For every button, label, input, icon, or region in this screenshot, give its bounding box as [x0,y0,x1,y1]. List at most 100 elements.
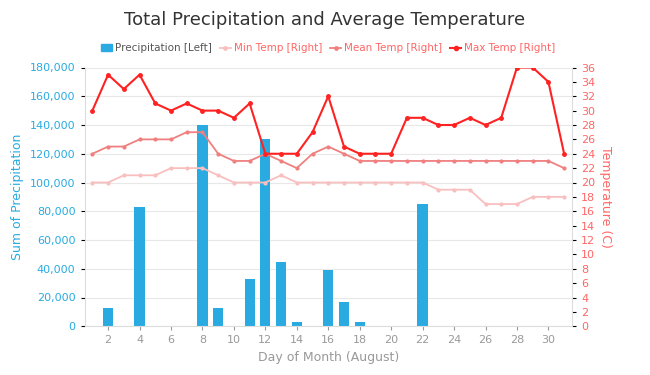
Min Temp [Right] [151,173,159,178]
Mean Temp [Right] [293,166,301,170]
Mean Temp [Right] [214,152,222,156]
Mean Temp [Right] [198,130,206,135]
Mean Temp [Right] [560,166,568,170]
Mean Temp [Right] [356,159,363,163]
Bar [244,279,255,326]
Bar [355,322,365,326]
Min Temp [Right] [183,166,190,170]
Mean Temp [Right] [104,144,112,149]
Max Temp [Right] [497,116,505,120]
Min Temp [Right] [261,180,269,185]
Max Temp [Right] [293,152,301,156]
Mean Temp [Right] [309,152,317,156]
Mean Temp [Right] [419,159,426,163]
Max Temp [Right] [183,101,190,106]
Max Temp [Right] [529,65,537,70]
Line: Max Temp [Right]: Max Temp [Right] [90,66,566,156]
Mean Temp [Right] [450,159,458,163]
Mean Temp [Right] [324,144,332,149]
Min Temp [Right] [387,180,395,185]
Bar [198,125,207,326]
Max Temp [Right] [277,152,285,156]
Min Temp [Right] [167,166,175,170]
Max Temp [Right] [214,108,222,113]
Max Temp [Right] [434,123,442,127]
Max Temp [Right] [560,152,568,156]
Mean Temp [Right] [482,159,489,163]
Mean Temp [Right] [466,159,474,163]
Max Temp [Right] [261,152,269,156]
Max Temp [Right] [403,116,411,120]
Min Temp [Right] [513,202,521,206]
Min Temp [Right] [246,180,254,185]
Bar [323,270,333,326]
Y-axis label: Sum of Precipitation: Sum of Precipitation [11,134,24,260]
X-axis label: Day of Month (August): Day of Month (August) [257,351,399,364]
Min Temp [Right] [372,180,380,185]
Mean Temp [Right] [403,159,411,163]
Mean Temp [Right] [230,159,238,163]
Max Temp [Right] [324,94,332,99]
Max Temp [Right] [167,108,175,113]
Min Temp [Right] [356,180,363,185]
Mean Temp [Right] [88,152,96,156]
Min Temp [Right] [277,173,285,178]
Min Temp [Right] [340,180,348,185]
Min Temp [Right] [403,180,411,185]
Mean Temp [Right] [387,159,395,163]
Mean Temp [Right] [513,159,521,163]
Bar [213,308,224,326]
Min Temp [Right] [434,188,442,192]
Max Temp [Right] [513,65,521,70]
Min Temp [Right] [482,202,489,206]
Min Temp [Right] [198,166,206,170]
Mean Temp [Right] [120,144,127,149]
Bar [103,308,113,326]
Min Temp [Right] [214,173,222,178]
Mean Temp [Right] [340,152,348,156]
Y-axis label: Temperature (C): Temperature (C) [599,146,612,248]
Min Temp [Right] [560,195,568,199]
Min Temp [Right] [545,195,552,199]
Line: Min Temp [Right]: Min Temp [Right] [91,167,566,206]
Max Temp [Right] [482,123,489,127]
Min Temp [Right] [450,188,458,192]
Bar [292,322,302,326]
Mean Temp [Right] [434,159,442,163]
Mean Temp [Right] [545,159,552,163]
Mean Temp [Right] [497,159,505,163]
Min Temp [Right] [419,180,426,185]
Min Temp [Right] [309,180,317,185]
Min Temp [Right] [88,180,96,185]
Bar [135,207,145,326]
Max Temp [Right] [340,144,348,149]
Max Temp [Right] [88,108,96,113]
Min Temp [Right] [136,173,144,178]
Min Temp [Right] [497,202,505,206]
Max Temp [Right] [545,80,552,84]
Mean Temp [Right] [372,159,380,163]
Bar [276,262,286,326]
Max Temp [Right] [104,72,112,77]
Max Temp [Right] [151,101,159,106]
Max Temp [Right] [372,152,380,156]
Mean Temp [Right] [277,159,285,163]
Max Temp [Right] [356,152,363,156]
Bar [339,302,349,326]
Line: Mean Temp [Right]: Mean Temp [Right] [91,131,566,170]
Mean Temp [Right] [167,137,175,142]
Mean Temp [Right] [136,137,144,142]
Text: Total Precipitation and Average Temperature: Total Precipitation and Average Temperat… [124,11,526,29]
Legend: Precipitation [Left], Min Temp [Right], Mean Temp [Right], Max Temp [Right]: Precipitation [Left], Min Temp [Right], … [98,39,559,57]
Bar [260,140,270,326]
Max Temp [Right] [136,72,144,77]
Mean Temp [Right] [529,159,537,163]
Max Temp [Right] [419,116,426,120]
Max Temp [Right] [387,152,395,156]
Bar [417,204,428,326]
Min Temp [Right] [466,188,474,192]
Mean Temp [Right] [151,137,159,142]
Min Temp [Right] [230,180,238,185]
Min Temp [Right] [120,173,127,178]
Max Temp [Right] [230,116,238,120]
